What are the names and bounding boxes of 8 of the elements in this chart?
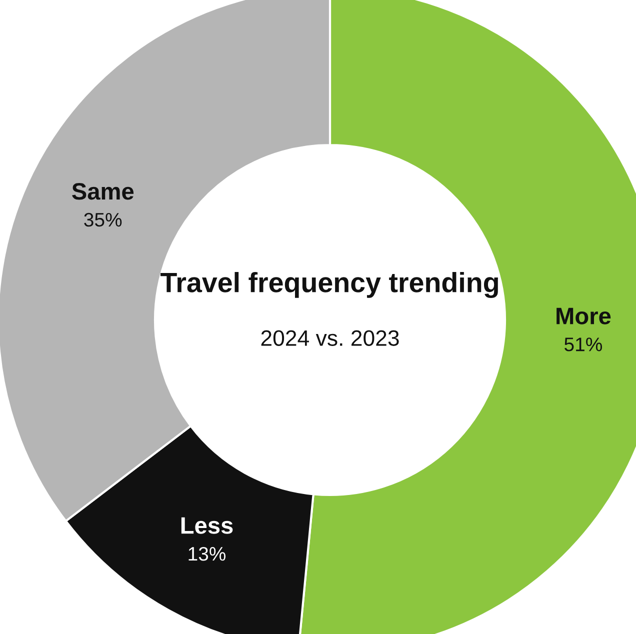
text: 2024 vs. 2023 [261,330,399,346]
slice-label: More [556,308,611,324]
slice-label: Same [72,183,134,200]
data-label: 13% [188,546,226,561]
text: Travel frequency trending [160,272,498,298]
data-label: 51% [564,338,602,352]
slice-label: Less [181,517,233,534]
data-label: 35% [84,212,122,227]
